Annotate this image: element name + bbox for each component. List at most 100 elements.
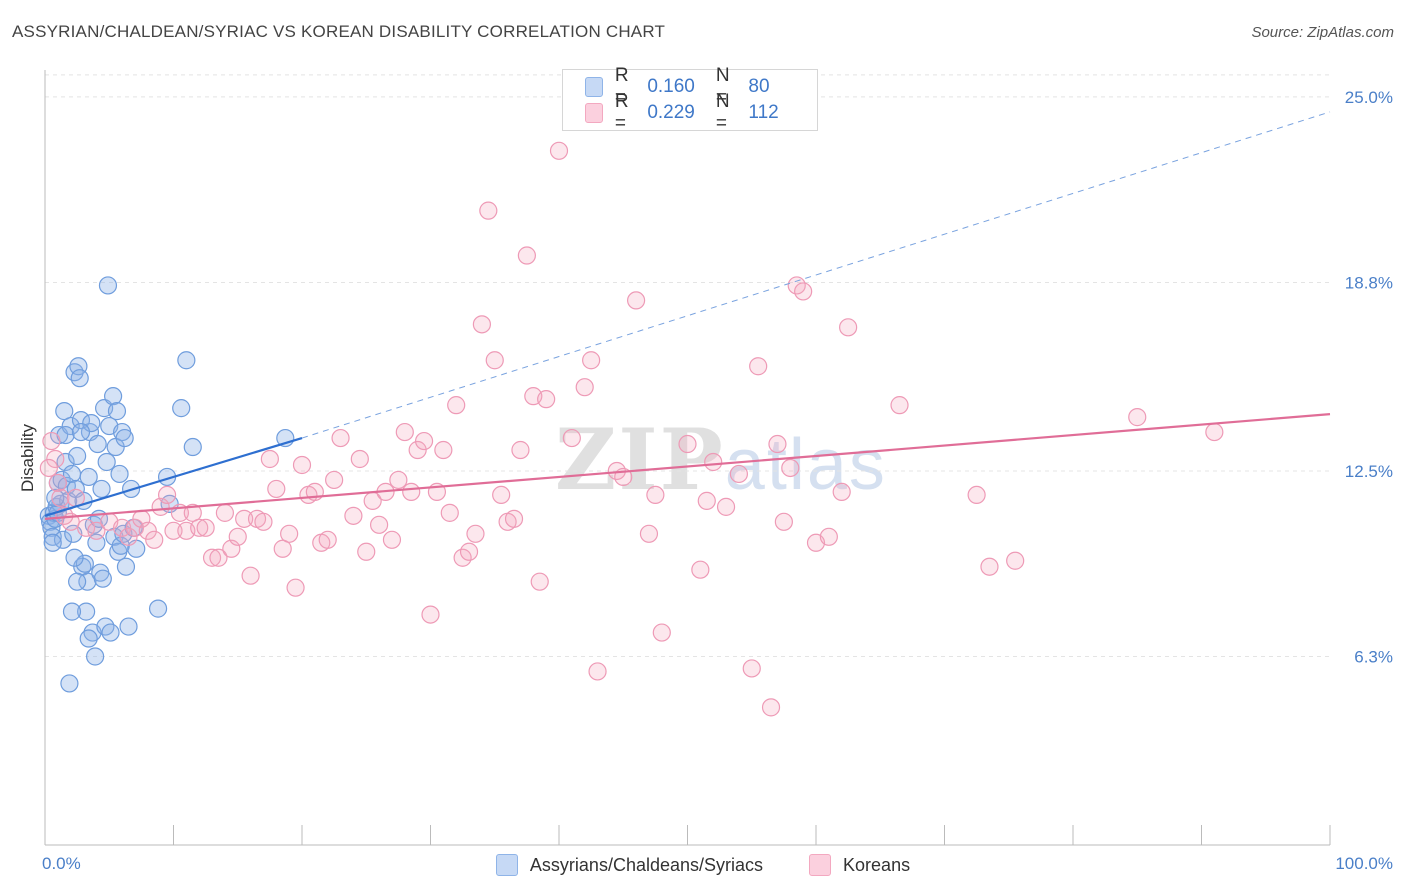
data-point [768,434,787,454]
data-point [209,548,228,567]
data-point [344,506,363,525]
data-point [267,479,286,499]
data-point [92,479,111,499]
legend-n-label: N = [715,91,730,134]
data-point [389,470,408,490]
data-point [96,617,115,636]
legend-n-label: N = [715,65,730,108]
data-point [678,434,697,454]
watermark-atlas: atlas [724,425,887,505]
data-point [61,416,80,436]
stats-legend: R = 0.160 N = 80 R = 0.229 N = 112 [562,65,818,134]
y-tick-label: 25.0% [1345,88,1393,107]
legend-r-label: R = [614,91,629,134]
legend-swatch-pink [585,103,603,123]
legend-swatch-blue [495,854,518,876]
data-point [382,530,402,549]
data-point [77,602,96,621]
data-point [110,464,129,484]
data-point [447,396,466,415]
legend-r-value: 0.160 [647,76,695,97]
data-point [53,530,73,549]
data-point [549,141,569,160]
data-point [46,449,65,469]
data-point [890,396,909,415]
source-label: Source: ZipAtlas.com [1251,24,1394,41]
data-point [48,473,67,493]
data-point [101,623,120,642]
data-point [280,524,299,543]
legend-n-value: 80 [748,76,770,97]
data-point [254,512,273,531]
data-point [86,647,105,666]
data-point [68,572,87,591]
legend-label-assyrians: Assyrians/Chaldeans/Syriacs [529,854,764,875]
data-point [646,485,665,505]
data-point [70,369,89,388]
legend-item-koreans: Koreans [809,852,910,878]
data-point [60,674,79,693]
chart-title: ASSYRIAN/CHALDEAN/SYRIAC VS KOREAN DISAB… [12,22,666,41]
data-point [839,318,858,337]
data-point [115,428,134,448]
data-point [729,464,749,484]
data-point [350,449,369,469]
data-point [761,698,781,717]
trend-line-assyrians [44,436,303,517]
data-point [97,452,116,472]
watermark: ZIPatlas [555,410,887,509]
data-point [260,449,279,469]
data-point [43,533,62,552]
data-point [414,431,434,451]
data-point [749,357,768,376]
data-point [104,387,123,406]
legend-r-value: 0.229 [647,102,695,123]
data-point [408,440,427,460]
data-point [492,485,511,505]
data-point [215,503,234,522]
data-point [202,548,222,567]
data-point [472,315,491,334]
data-point [75,554,94,573]
data-point [42,431,61,451]
trend-line-assyrians-extended [301,111,1331,439]
series-koreans [39,141,1224,717]
data-point [87,521,106,540]
trend-line-koreans [44,413,1331,520]
data-point [39,458,58,478]
data-point [183,503,202,522]
data-point [79,629,98,648]
data-point [421,605,440,624]
data-point [325,470,344,490]
data-point [228,527,247,546]
y-axis-label: Disability [18,423,37,492]
y-tick-label: 12.5% [1345,462,1393,481]
data-point [440,503,459,522]
legend-row-assyrians: R = 0.160 N = 80 [585,65,817,108]
data-point [65,548,84,567]
data-point [79,467,98,487]
data-point [88,434,107,454]
data-point [530,572,549,591]
data-point [93,569,112,588]
data-point [148,599,168,618]
data-point [119,617,138,636]
data-point [138,521,157,540]
data-point [235,509,254,528]
data-point [55,402,74,421]
legend-swatch-blue [585,77,603,97]
data-point [1006,551,1025,570]
data-point [196,518,215,537]
legend-swatch-pink [809,854,832,876]
data-point [77,518,96,537]
data-point [980,557,999,576]
data-point [114,524,133,543]
data-point [46,488,65,507]
data-point [466,524,485,543]
data-point [1205,422,1224,442]
data-point [286,578,305,597]
series-legend: Assyrians/Chaldeans/Syriacs Koreans [0,852,1406,878]
data-point [395,422,414,442]
data-point [537,390,556,409]
data-point [511,440,530,460]
